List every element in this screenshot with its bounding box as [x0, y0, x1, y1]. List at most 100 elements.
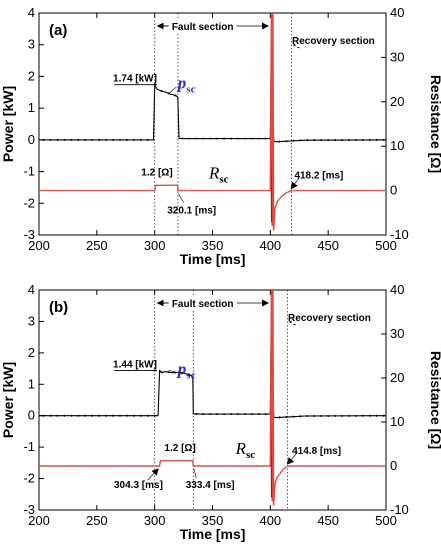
data-point: [216, 465, 219, 467]
data-point: [368, 189, 371, 192]
data-point: [105, 138, 108, 141]
data-point: [354, 138, 357, 141]
data-point: [160, 371, 163, 374]
data-point: [98, 189, 101, 192]
data-point: [292, 139, 295, 142]
data-point: [112, 414, 115, 417]
data-point: [264, 189, 267, 192]
data-point: [375, 465, 378, 467]
y2-tick-label: 40: [390, 5, 404, 20]
y-tick-label: 3: [28, 313, 35, 328]
data-point: [209, 137, 212, 140]
data-point: [181, 459, 184, 462]
data-point: [181, 371, 184, 374]
data-point: [188, 189, 191, 192]
data-point: [334, 189, 337, 192]
data-point: [188, 373, 191, 376]
data-point: [91, 138, 94, 141]
fault-label-bg: [168, 18, 237, 32]
data-point: [202, 413, 205, 416]
x-tick-label: 350: [202, 513, 224, 528]
data-point: [112, 465, 115, 467]
series-label-rsc: Rsc: [235, 439, 256, 461]
data-point: [368, 138, 371, 141]
data-point: [112, 138, 115, 141]
data-point: [341, 414, 344, 417]
data-point: [125, 465, 128, 467]
data-point: [49, 414, 52, 417]
data-point: [285, 140, 288, 143]
peak-value-label: 1.74 [kW]: [113, 74, 157, 85]
y-axis-label: Power [kW]: [0, 362, 16, 438]
x-tick-label: 300: [144, 238, 166, 253]
x-axis-label: Time [ms]: [180, 526, 246, 542]
data-point: [292, 415, 295, 418]
psc-leader: [168, 369, 177, 373]
data-point: [361, 414, 364, 417]
chart-panel-b: 200 250 300 350 400 450 500-3-2-101234-1001020…: [0, 282, 441, 542]
y2-tick-label: -10: [390, 502, 409, 517]
data-point: [320, 189, 323, 192]
data-point: [285, 416, 288, 419]
data-point: [334, 465, 337, 467]
data-point: [195, 412, 198, 415]
data-point: [299, 189, 302, 192]
y2-tick-label: 10: [390, 414, 404, 429]
y2-axis-label: Resistance [Ω]: [428, 75, 441, 173]
series-line-p_sc: [39, 76, 386, 223]
time-end-label: 333.4 [ms]: [186, 480, 235, 491]
x-tick-label: 300: [144, 513, 166, 528]
y-tick-label: -1: [23, 164, 35, 179]
data-point: [375, 138, 378, 141]
recovery-time-label: 414.8 [ms]: [292, 446, 341, 457]
data-point: [195, 189, 198, 192]
data-point: [42, 189, 45, 192]
data-point: [160, 90, 163, 93]
data-point: [223, 465, 226, 467]
data-point: [202, 137, 205, 140]
data-point: [264, 137, 267, 140]
panel-label: (a): [49, 22, 67, 39]
y-tick-label: -1: [23, 439, 35, 454]
data-point: [49, 189, 52, 192]
data-point: [160, 459, 163, 462]
x-tick-label: 200: [28, 238, 50, 253]
data-point: [125, 189, 128, 192]
y-tick-label: 1: [28, 376, 35, 391]
data-point: [236, 137, 239, 140]
y-tick-label: -2: [23, 195, 35, 210]
data-point: [382, 189, 385, 192]
data-point: [341, 189, 344, 192]
fault-section-label: Fault section: [172, 299, 234, 310]
data-point: [153, 414, 156, 417]
data-point: [112, 189, 115, 192]
data-point: [327, 139, 330, 142]
data-point: [77, 465, 80, 467]
data-point: [264, 465, 267, 467]
data-point: [264, 413, 267, 416]
data-point: [202, 189, 205, 192]
data-point: [167, 184, 170, 187]
data-point: [118, 465, 121, 467]
data-point: [56, 189, 59, 192]
data-point: [382, 138, 385, 141]
data-point: [327, 465, 330, 467]
peak-value-label: 1.44 [kW]: [113, 359, 157, 370]
data-point: [209, 189, 212, 192]
data-point: [334, 414, 337, 417]
psc-leader: [168, 86, 177, 95]
data-point: [42, 465, 45, 467]
data-point: [105, 414, 108, 417]
data-point: [292, 465, 295, 467]
data-point: [49, 138, 52, 141]
data-point: [236, 413, 239, 416]
data-point: [257, 137, 260, 140]
data-point: [98, 138, 101, 141]
data-point: [306, 189, 309, 192]
data-point: [299, 415, 302, 418]
data-point: [98, 414, 101, 417]
data-point: [230, 465, 233, 467]
data-point: [347, 414, 350, 417]
data-point: [313, 414, 316, 417]
